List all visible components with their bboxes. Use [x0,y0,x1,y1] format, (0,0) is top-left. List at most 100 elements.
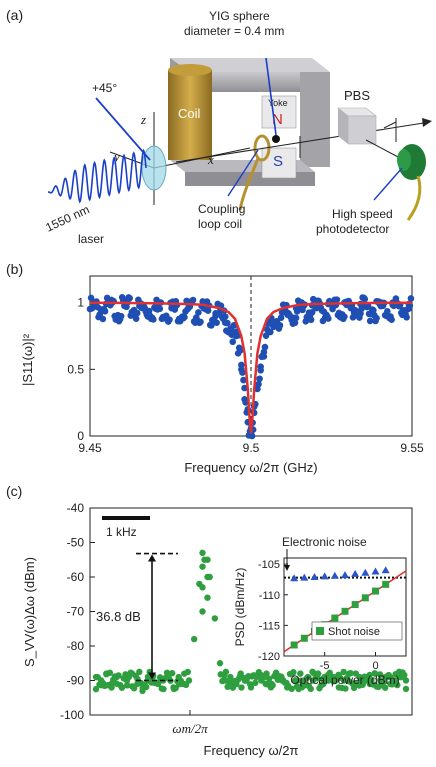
panel-c-tag: (c) [6,483,22,499]
coupling-label-line2: loop coil [198,217,242,231]
inset-chart: -105 -110 -115 -120 -5 0 Shot noise Electroni… [233,535,407,687]
chart-b-point [228,327,235,335]
chart-b-point [156,305,164,313]
chart-b-point [197,318,204,326]
inset-electronic-noise-point [330,571,339,579]
chart-b-point [229,338,237,346]
inset-shot-noise-point [382,580,390,588]
inset-shot-noise-point [300,634,308,642]
inset-ytick-label: -115 [259,620,280,632]
chart-c-point [216,660,224,667]
chart-b-point [195,309,202,316]
inset-legend-marker [316,627,324,635]
chart-b-point [262,332,270,339]
chart-b-point [261,343,269,351]
yoke-right-arm [300,72,330,167]
chart-b-point [276,322,284,329]
chart-c-point [269,681,276,689]
chart-c-point [127,669,134,676]
inset-points [290,566,390,649]
beam-line [175,121,431,163]
chart-c-point [136,668,143,676]
chart-c-ytick-label: -60 [67,570,85,584]
chart-c-point [190,635,198,643]
chart-c-point [297,670,304,677]
chart-b-point [263,326,271,333]
chart-c-point [211,615,219,622]
chart-c-point [199,563,206,570]
chart-c-point [359,681,366,688]
chart-c-ytick-label: -70 [67,605,85,619]
chart-c-point [143,683,150,691]
coil-top [168,64,212,76]
chart-c-point [342,685,349,692]
chart-c-point [163,669,171,676]
chart-c-point [366,671,373,679]
pbs-side [338,108,348,144]
coupling-label-line1: Coupling [198,202,245,216]
chart-b-point [361,295,369,303]
chart-b-fit-line [89,301,413,434]
chart-c-point [401,671,408,679]
laser-label-line1: 1550 nm [43,202,91,234]
chart-c-point [204,573,211,581]
chart-b-point [248,432,256,440]
yig-callout-line [265,57,277,136]
yoke-top-front [190,72,330,92]
yoke-label: Yoke [268,98,288,108]
chart-c-point [371,670,379,677]
chart-c-point [118,684,126,691]
inset-ylabel: PSD (dBm/Hz) [233,568,247,647]
chart-c-point [252,679,259,687]
chart-c-point [184,668,191,676]
chart-c-point [204,556,211,563]
chart-b-point [166,316,173,323]
chart-b-point [370,306,377,314]
beam-arrow [422,118,432,127]
laser-label-line2: laser [78,232,104,246]
chart-b-point [181,313,188,321]
chart-b-point [358,305,365,313]
inset-annotation-arrowhead [284,565,290,571]
chart-b-point [213,319,220,326]
detector-callout-line [373,167,403,201]
chart-b-point [101,307,109,315]
chart-c-ytick-label: -80 [67,639,85,653]
north-label: N [272,111,283,128]
chart-c-point [219,677,226,685]
chart-b-point [239,369,246,376]
chart-b-point [255,380,262,388]
chart-b-point [241,384,248,392]
chart-b-point [133,309,141,317]
laser-wave [48,148,147,204]
chart-c-point [182,681,190,689]
pbs-label: PBS [344,88,370,103]
chart-c-ytick-label: -40 [67,501,85,515]
chart-c-point [336,674,344,681]
inset-electronic-noise-point [320,572,329,580]
chart-c-point [156,674,164,681]
panel-a-tag: (a) [6,7,23,23]
scale-bar-label: 1 kHz [106,525,137,539]
chart-b-point [189,296,197,304]
inset-annotation: Electronic noise [282,535,367,549]
inset-shot-noise-point [331,614,339,622]
pol-arrow-3 [383,121,397,129]
chart-c-point [260,674,268,681]
panel-b-tag: (b) [6,261,23,277]
chart-c-xtick-label: ωm/2π [172,721,208,736]
chart-c-point [106,669,114,677]
chart-c-point [204,594,211,601]
chart-b-ticks: 9.45 9.5 9.55 0 0.5 1 [67,296,424,455]
inset-ytick-label: -110 [259,590,280,602]
chart-b-point [366,317,374,325]
dynamic-range-label: 36.8 dB [96,609,141,624]
chart-b-point [277,314,285,322]
chart-c-point [246,681,254,688]
inset-electronic-noise-point [341,571,349,579]
chart-c-point [199,584,206,591]
chart-b-point [324,315,332,322]
chart-b-point [373,314,380,322]
chart-c-point [402,685,410,693]
chart-b-point [333,296,341,303]
